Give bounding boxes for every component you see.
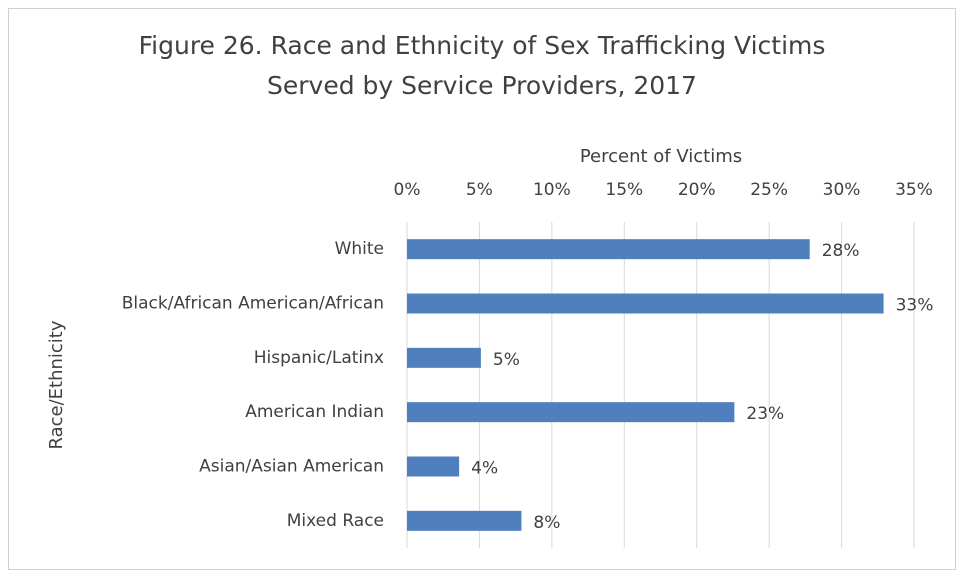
x-tick-label: 15%	[605, 180, 643, 200]
data-label: 5%	[493, 350, 520, 370]
bar	[407, 239, 810, 260]
x-tick-label: 35%	[895, 180, 933, 200]
x-tick-label: 20%	[678, 180, 716, 200]
data-label: 8%	[533, 513, 560, 533]
y-tick-label: American Indian	[245, 402, 384, 422]
y-tick-label: White	[335, 239, 384, 259]
x-tick-label: 30%	[823, 180, 861, 200]
y-tick-label: Hispanic/Latinx	[254, 348, 384, 368]
bar	[407, 402, 735, 423]
chart-title: Figure 26. Race and Ethnicity of Sex Tra…	[139, 31, 826, 60]
data-label: 4%	[471, 459, 498, 479]
bar	[407, 347, 481, 368]
x-tick-label: 25%	[750, 180, 788, 200]
bar	[407, 456, 460, 477]
data-label: 23%	[746, 404, 784, 424]
bar	[407, 510, 522, 531]
bar	[407, 293, 884, 314]
x-tick-label: 10%	[533, 180, 571, 200]
x-tick-label: 5%	[466, 180, 493, 200]
chart-title: Served by Service Providers, 2017	[267, 71, 697, 100]
chart-border	[8, 8, 956, 570]
data-label: 33%	[896, 296, 934, 316]
x-axis-label: Percent of Victims	[580, 146, 742, 167]
y-tick-label: Asian/Asian American	[199, 457, 384, 477]
y-tick-label: Mixed Race	[287, 511, 384, 531]
y-tick-label: Black/African American/African	[122, 294, 384, 314]
data-label: 28%	[822, 241, 860, 261]
x-tick-label: 0%	[394, 180, 421, 200]
y-axis-label: Race/Ethnicity	[46, 320, 67, 449]
